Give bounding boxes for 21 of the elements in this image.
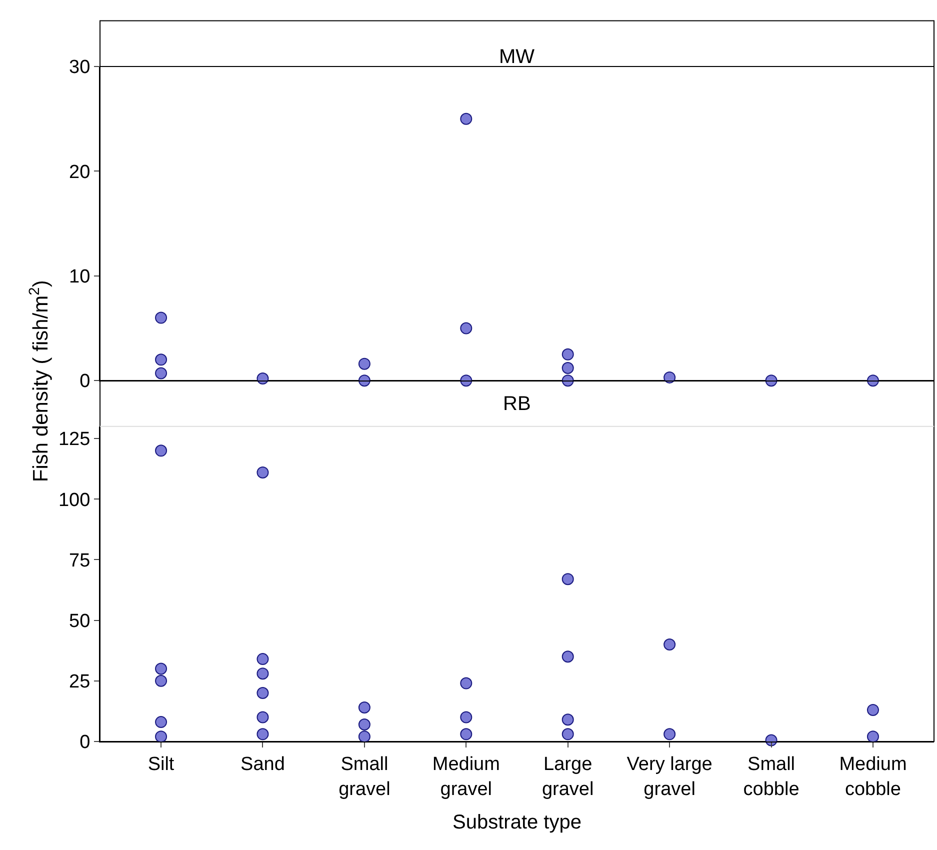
x-tick-label: Sand (240, 754, 285, 776)
y-tick-label: 125 (58, 429, 90, 450)
y-tick-label: 10 (69, 266, 90, 288)
chart-title: MW (499, 46, 535, 68)
y-tick-label: 0 (80, 371, 90, 392)
x-tick-label: Large gravel (542, 754, 594, 800)
x-tick-label: Medium cobble (839, 754, 907, 800)
x-tick-label: Small gravel (338, 754, 390, 800)
y-tick-label: 0 (80, 732, 90, 754)
y-tick-label: 50 (69, 610, 90, 632)
chart-title: RB (503, 393, 531, 415)
x-tick-label: Silt (148, 754, 175, 776)
y-tick-label: 25 (69, 672, 90, 693)
y-tick-label: 20 (69, 162, 90, 183)
y-tick-label: 30 (69, 57, 90, 78)
y-tick-label: 100 (58, 490, 90, 511)
x-tick-label: Small cobble (743, 754, 800, 800)
y-tick-label: 75 (69, 550, 90, 572)
x-axis-title: Substrate type (452, 811, 582, 834)
x-tick-label: Medium gravel (432, 754, 500, 800)
x-tick-label: Very large gravel (626, 754, 712, 800)
